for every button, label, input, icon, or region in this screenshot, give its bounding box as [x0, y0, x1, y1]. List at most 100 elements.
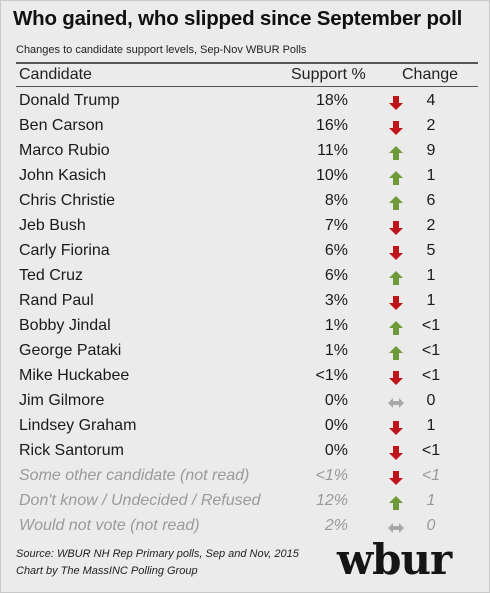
arrow-down-icon	[389, 471, 403, 485]
support-value: 7%	[324, 217, 348, 234]
chart-title: Who gained, who slipped since September …	[13, 7, 463, 30]
change-value: <1	[421, 317, 441, 334]
change-value: <1	[421, 342, 441, 359]
candidate-name: Rick Santorum	[19, 442, 124, 459]
candidate-name: Donald Trump	[19, 92, 120, 109]
table-row: Don't know / Undecided / Refused 12% 1	[0, 490, 490, 515]
arrow-up-icon	[389, 146, 403, 160]
table-row: Ben Carson 16% 2	[0, 115, 490, 140]
arrow-down-icon	[389, 296, 403, 310]
arrow-left-right-icon	[388, 398, 404, 408]
table-row: Jim Gilmore 0% 0	[0, 390, 490, 415]
change-value: 6	[426, 192, 436, 209]
chart-subtitle: Changes to candidate support levels, Sep…	[16, 44, 307, 56]
arrow-down-icon	[389, 121, 403, 135]
change-value: 5	[426, 242, 436, 259]
change-value: 2	[426, 117, 436, 134]
candidate-name: Mike Huckabee	[19, 367, 130, 384]
table-row: Chris Christie 8% 6	[0, 190, 490, 215]
change-value: 1	[426, 167, 436, 184]
change-value: 2	[426, 217, 436, 234]
table-row: Jeb Bush 7% 2	[0, 215, 490, 240]
candidate-name: Would not vote (not read)	[19, 517, 200, 534]
candidate-name: Rand Paul	[19, 292, 94, 309]
support-value: 16%	[315, 117, 348, 134]
support-value: 2%	[324, 517, 348, 534]
table-row: Mike Huckabee <1% <1	[0, 365, 490, 390]
candidate-name: Marco Rubio	[19, 142, 110, 159]
table-row: Rand Paul 3% 1	[0, 290, 490, 315]
support-value: <1%	[315, 367, 348, 384]
arrow-down-icon	[389, 371, 403, 385]
arrow-left-right-icon	[388, 523, 404, 533]
candidate-name: Bobby Jindal	[19, 317, 111, 334]
change-value: <1	[421, 467, 441, 484]
source-note: Source: WBUR NH Rep Primary polls, Sep a…	[16, 546, 299, 580]
header-rule-bottom	[16, 86, 478, 87]
arrow-down-icon	[389, 421, 403, 435]
change-value: 1	[426, 492, 436, 509]
support-value: 1%	[324, 317, 348, 334]
arrow-up-icon	[389, 321, 403, 335]
candidate-name: Jim Gilmore	[19, 392, 105, 409]
support-value: 3%	[324, 292, 348, 309]
change-value: <1	[421, 367, 441, 384]
candidate-name: Lindsey Graham	[19, 417, 137, 434]
arrow-down-icon	[389, 246, 403, 260]
wbur-logo: wbur	[337, 535, 452, 584]
candidate-name: Jeb Bush	[19, 217, 86, 234]
change-value: 9	[426, 142, 436, 159]
support-value: 11%	[317, 142, 348, 159]
support-value: 0%	[324, 442, 348, 459]
column-header-candidate: Candidate	[19, 66, 92, 83]
change-value: 4	[426, 92, 436, 109]
arrow-up-icon	[389, 496, 403, 510]
table-row: George Pataki 1% <1	[0, 340, 490, 365]
arrow-up-icon	[389, 171, 403, 185]
arrow-up-icon	[389, 196, 403, 210]
table-row: Rick Santorum 0% <1	[0, 440, 490, 465]
table-row: Marco Rubio 11% 9	[0, 140, 490, 165]
support-value: 8%	[324, 192, 348, 209]
table-row: John Kasich 10% 1	[0, 165, 490, 190]
support-value: 18%	[315, 92, 348, 109]
change-value: 1	[426, 292, 436, 309]
support-value: 0%	[324, 417, 348, 434]
arrow-up-icon	[389, 346, 403, 360]
credit-line: Chart by The MassINC Polling Group	[16, 565, 198, 577]
support-value: 10%	[315, 167, 348, 184]
arrow-down-icon	[389, 221, 403, 235]
change-value: 0	[426, 517, 436, 534]
candidate-name: Some other candidate (not read)	[19, 467, 250, 484]
source-line: Source: WBUR NH Rep Primary polls, Sep a…	[16, 548, 299, 560]
change-value: 1	[426, 267, 436, 284]
column-header-change: Change	[402, 66, 459, 83]
candidate-name: Ben Carson	[19, 117, 104, 134]
table-row: Some other candidate (not read) <1% <1	[0, 465, 490, 490]
header-rule-top	[16, 62, 478, 64]
table-row: Lindsey Graham 0% 1	[0, 415, 490, 440]
change-value: 0	[426, 392, 436, 409]
table-row: Bobby Jindal 1% <1	[0, 315, 490, 340]
support-value: 0%	[324, 392, 348, 409]
support-value: 6%	[324, 242, 348, 259]
table-row: Donald Trump 18% 4	[0, 90, 490, 115]
candidate-name: John Kasich	[19, 167, 107, 184]
candidate-name: Ted Cruz	[19, 267, 84, 284]
candidate-name: George Pataki	[19, 342, 122, 359]
support-value: <1%	[315, 467, 348, 484]
change-value: 1	[426, 417, 436, 434]
arrow-down-icon	[389, 446, 403, 460]
support-value: 12%	[315, 492, 348, 509]
arrow-up-icon	[389, 271, 403, 285]
candidate-name: Chris Christie	[19, 192, 116, 209]
table-row: Would not vote (not read) 2% 0	[0, 515, 490, 540]
table-row: Ted Cruz 6% 1	[0, 265, 490, 290]
column-header-support: Support %	[291, 66, 366, 83]
arrow-down-icon	[389, 96, 403, 110]
candidate-name: Don't know / Undecided / Refused	[19, 492, 261, 509]
change-value: <1	[421, 442, 441, 459]
table-row: Carly Fiorina 6% 5	[0, 240, 490, 265]
candidate-name: Carly Fiorina	[19, 242, 110, 259]
support-value: 6%	[324, 267, 348, 284]
